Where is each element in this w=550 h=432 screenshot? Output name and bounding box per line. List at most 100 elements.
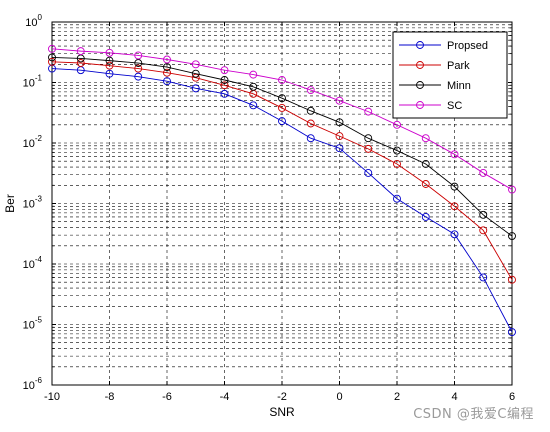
data-point-park bbox=[508, 275, 516, 284]
x-tick-label: -2 bbox=[277, 391, 287, 403]
data-point-minn bbox=[364, 134, 373, 143]
data-point-propsed bbox=[393, 194, 401, 203]
data-point-minn bbox=[191, 69, 200, 78]
x-tick-label: 6 bbox=[509, 391, 515, 403]
legend-marker-propsed bbox=[416, 41, 424, 49]
data-point-park bbox=[105, 61, 114, 70]
legend-label-minn: Minn bbox=[447, 80, 471, 92]
data-point-minn bbox=[220, 76, 229, 84]
legend-marker-park bbox=[416, 61, 424, 69]
data-point-sc bbox=[335, 96, 344, 105]
data-point-sc bbox=[421, 134, 430, 143]
data-point-park bbox=[76, 59, 85, 67]
data-point-park bbox=[364, 144, 373, 153]
data-point-minn bbox=[393, 146, 401, 155]
data-point-park bbox=[134, 64, 143, 73]
data-point-sc bbox=[249, 70, 258, 79]
data-point-park bbox=[163, 68, 171, 77]
legend-label-propsed: Propsed bbox=[447, 40, 488, 52]
data-point-minn bbox=[249, 82, 258, 91]
data-point-sc bbox=[76, 47, 85, 56]
data-point-park bbox=[306, 119, 315, 128]
y-tick-label: 10-1 bbox=[23, 74, 43, 90]
data-point-park bbox=[278, 103, 286, 112]
y-tick-label: 10-3 bbox=[23, 195, 43, 211]
x-axis-label: SNR bbox=[269, 405, 295, 419]
data-point-propsed bbox=[191, 84, 200, 93]
x-tick-label: -8 bbox=[105, 391, 115, 403]
legend-box bbox=[392, 31, 508, 119]
data-point-propsed bbox=[220, 89, 229, 98]
x-tick-label: -6 bbox=[162, 391, 172, 403]
series-park bbox=[48, 57, 516, 284]
y-axis-label: Ber bbox=[3, 194, 17, 213]
data-point-minn bbox=[450, 182, 459, 191]
data-point-propsed bbox=[278, 117, 286, 126]
y-tick-label: 10-2 bbox=[23, 134, 43, 150]
data-point-sc bbox=[393, 120, 401, 129]
data-point-propsed bbox=[450, 230, 459, 239]
data-point-sc bbox=[450, 150, 459, 159]
x-tick-label: -4 bbox=[220, 391, 230, 403]
data-point-sc bbox=[306, 86, 315, 95]
y-tick-label: 10-6 bbox=[23, 376, 43, 392]
data-point-propsed bbox=[105, 69, 114, 78]
data-point-park bbox=[479, 226, 488, 235]
y-tick-label: 10-4 bbox=[23, 255, 43, 271]
data-point-propsed bbox=[508, 328, 516, 337]
data-point-sc bbox=[191, 60, 200, 69]
data-point-minn bbox=[479, 210, 488, 219]
data-point-propsed bbox=[421, 212, 430, 221]
y-tick-label: 100 bbox=[25, 13, 42, 29]
data-point-minn bbox=[278, 94, 286, 103]
data-point-park bbox=[48, 57, 56, 66]
legend: Propsed Park Minn SC bbox=[392, 31, 508, 119]
series-line-sc bbox=[51, 48, 513, 190]
data-point-sc bbox=[479, 168, 488, 177]
data-point-minn bbox=[163, 63, 171, 72]
data-point-minn bbox=[48, 53, 56, 62]
series-lines bbox=[48, 44, 516, 337]
legend-label-park: Park bbox=[447, 60, 470, 72]
data-point-sc bbox=[364, 107, 373, 116]
data-point-minn bbox=[508, 232, 516, 240]
legend-marker-sc bbox=[416, 101, 424, 109]
legend-label-sc: SC bbox=[447, 100, 462, 112]
data-point-minn bbox=[105, 56, 114, 65]
data-point-propsed bbox=[306, 134, 315, 143]
x-tick-label: -10 bbox=[44, 391, 60, 403]
data-point-sc bbox=[220, 66, 229, 75]
series-sc bbox=[48, 44, 516, 194]
legend-marker-minn bbox=[416, 81, 424, 89]
data-point-propsed bbox=[163, 77, 171, 86]
data-point-propsed bbox=[249, 101, 258, 110]
series-line-park bbox=[51, 61, 513, 280]
data-point-propsed bbox=[335, 144, 344, 153]
data-point-park bbox=[335, 132, 344, 141]
data-point-sc bbox=[48, 44, 56, 53]
watermark-text: CSDN @我爱C编程 bbox=[413, 407, 534, 422]
data-point-propsed bbox=[364, 168, 373, 177]
data-point-propsed bbox=[134, 72, 143, 81]
data-point-sc bbox=[134, 51, 143, 60]
data-point-park bbox=[393, 160, 401, 168]
data-point-sc bbox=[508, 185, 516, 194]
series-minn bbox=[48, 53, 516, 240]
data-point-park bbox=[191, 73, 200, 82]
data-point-sc bbox=[278, 76, 286, 84]
series-line-minn bbox=[51, 56, 513, 237]
data-point-minn bbox=[134, 59, 143, 67]
data-point-park bbox=[450, 202, 459, 211]
data-point-minn bbox=[306, 106, 315, 115]
data-point-sc bbox=[105, 48, 114, 57]
data-point-park bbox=[421, 180, 430, 188]
data-point-propsed bbox=[479, 273, 488, 282]
y-tick-label: 10-5 bbox=[23, 316, 43, 332]
data-point-minn bbox=[421, 160, 430, 168]
series-line-propsed bbox=[51, 68, 513, 333]
data-point-park bbox=[220, 81, 229, 90]
x-tick-label: 2 bbox=[394, 391, 400, 403]
data-point-sc bbox=[163, 55, 171, 64]
data-point-minn bbox=[335, 118, 344, 127]
